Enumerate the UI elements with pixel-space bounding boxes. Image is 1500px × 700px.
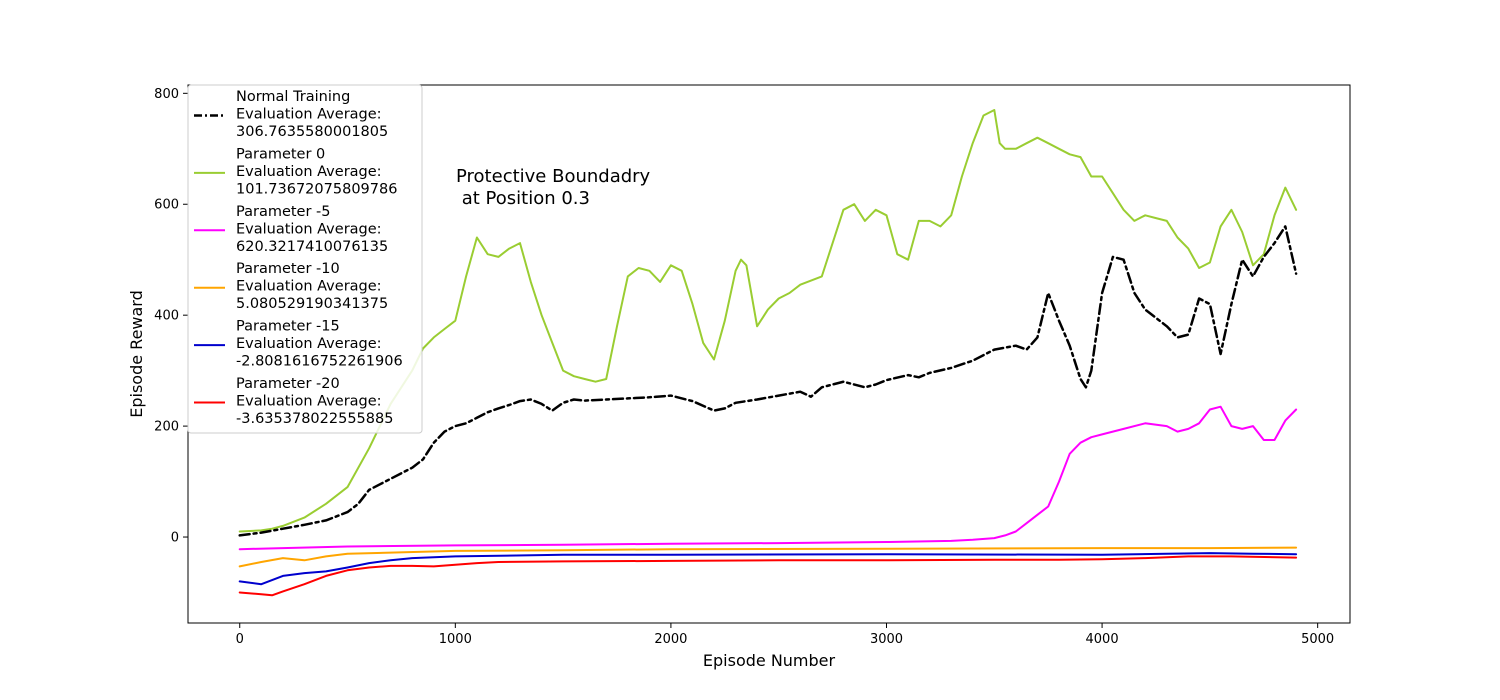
y-tick-label: 200 — [154, 420, 179, 435]
series-layer — [238, 109, 1298, 597]
legend-entry: Parameter -5 Evaluation Average: 620.321… — [194, 204, 388, 255]
legend-label: Parameter -20 — [236, 376, 340, 392]
series-line — [238, 555, 1298, 597]
y-tick-label: 0 — [171, 531, 179, 546]
legend-entry: Parameter -10 Evaluation Average: 5.0805… — [194, 261, 388, 312]
annotation-line: Protective Boundadry — [456, 166, 651, 187]
series-line — [238, 225, 1298, 537]
series-line — [238, 109, 1298, 533]
chart-annotation: Protective Boundadry at Position 0.3 — [0, 0, 679, 209]
x-axis-label: Episode Number — [703, 651, 836, 670]
legend-entry: Normal Training Evaluation Average: 306.… — [194, 89, 388, 140]
x-tick-label: 3000 — [870, 632, 903, 647]
legend-label: Evaluation Average: — [236, 394, 382, 410]
y-axis-ticks: 0 200 400 600 800 — [154, 87, 188, 546]
series-line — [238, 405, 1298, 551]
legend-label: 5.080529190341375 — [236, 296, 388, 312]
legend-label: Evaluation Average: — [236, 336, 382, 352]
annotation-line: at Position 0.3 — [456, 188, 590, 209]
legend-label: -2.8081616752261906 — [236, 354, 403, 370]
x-axis-ticks: 0 1000 2000 3000 4000 5000 — [236, 623, 1334, 647]
legend-label: 620.3217410076135 — [236, 239, 388, 255]
x-tick-label: 4000 — [1086, 632, 1119, 647]
series-line — [238, 546, 1298, 568]
legend-entry: Parameter -20 Evaluation Average: -3.635… — [194, 376, 393, 427]
series-line — [238, 552, 1298, 586]
legend-entry: Parameter -15 Evaluation Average: -2.808… — [194, 319, 403, 370]
legend-entry: Parameter 0 Evaluation Average: 101.7367… — [194, 146, 397, 197]
legend-frame — [187, 84, 423, 434]
x-tick-label: 0 — [236, 632, 244, 647]
y-tick-label: 800 — [154, 87, 179, 102]
y-tick-label: 600 — [154, 198, 179, 213]
legend-label: Evaluation Average: — [236, 221, 382, 237]
legend-label: Evaluation Average: — [236, 279, 382, 295]
legend-label: Evaluation Average: — [236, 107, 382, 123]
legend-label: 306.7635580001805 — [236, 124, 388, 140]
legend-label: Parameter -5 — [236, 204, 331, 220]
legend-label: 101.73672075809786 — [236, 181, 397, 197]
legend-label: Parameter -10 — [236, 261, 340, 277]
legend: Normal Training Evaluation Average: 306.… — [187, 84, 423, 434]
legend-label: -3.635378022555885 — [236, 411, 393, 427]
x-tick-label: 5000 — [1301, 632, 1334, 647]
legend-label: Parameter -15 — [236, 319, 340, 335]
y-axis-label: Episode Reward — [127, 290, 146, 418]
legend-label: Normal Training — [236, 89, 350, 105]
legend-label: Parameter 0 — [236, 146, 325, 162]
y-tick-label: 400 — [154, 309, 179, 324]
x-tick-label: 1000 — [439, 632, 472, 647]
x-tick-label: 2000 — [654, 632, 687, 647]
legend-label: Evaluation Average: — [236, 164, 382, 180]
